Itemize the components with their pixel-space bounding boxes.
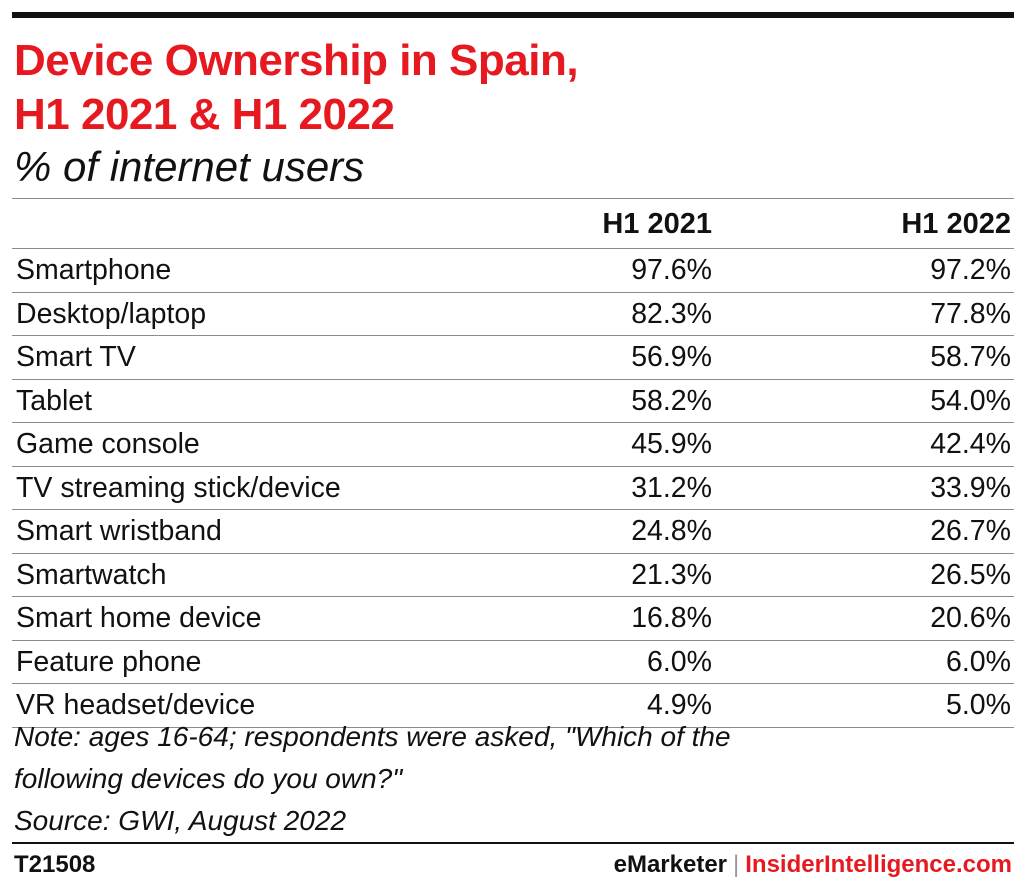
table-header-row: H1 2021 H1 2022 — [12, 198, 1014, 249]
value-h1-2021: 56.9% — [631, 341, 712, 373]
header-h1-2022: H1 2022 — [901, 208, 1011, 240]
value-h1-2022: 54.0% — [930, 384, 1011, 417]
row-label: Game console — [16, 428, 200, 460]
table-row: VR headset/device 4.9% 5.0% — [12, 684, 1014, 728]
data-table: H1 2021 H1 2022 Smartphone 97.6% 97.2% Desk… — [12, 198, 1014, 728]
note-line-2: following devices do you own?" — [14, 763, 403, 794]
value-h1-2022: 26.5% — [930, 558, 1011, 591]
value-h1-2021: 24.8% — [631, 515, 712, 547]
value-h1-2021: 21.3% — [631, 558, 712, 591]
chart-title: Device Ownership in Spain, H1 2021 & H1 … — [14, 34, 579, 142]
value-h1-2021: 31.2% — [631, 471, 712, 504]
value-h1-2022: 77.8% — [930, 297, 1011, 330]
table-row: Feature phone 6.0% 6.0% — [12, 641, 1014, 684]
chart-note: Note: ages 16-64; respondents were asked… — [14, 716, 731, 842]
brand-insiderintelligence: InsiderIntelligence.com — [745, 851, 1012, 878]
row-label: Smartwatch — [16, 558, 167, 591]
row-label: Smart TV — [16, 341, 136, 373]
chart-subtitle: % of internet users — [14, 143, 365, 190]
value-h1-2022: 58.7% — [930, 341, 1011, 373]
value-h1-2022: 6.0% — [946, 645, 1011, 678]
brand-emarketer: eMarketer — [613, 851, 728, 878]
value-h1-2021: 6.0% — [647, 645, 712, 678]
value-h1-2021: 45.9% — [631, 428, 712, 460]
value-h1-2022: 26.7% — [930, 515, 1011, 547]
table-body: Smartphone 97.6% 97.2% Desktop/laptop 82.3% 7… — [12, 249, 1014, 728]
value-h1-2022: 42.4% — [930, 428, 1011, 460]
table-row: Desktop/laptop 82.3% 77.8% — [12, 293, 1014, 336]
table-row: TV streaming stick/device 31.2% 33.9% — [12, 467, 1014, 510]
value-h1-2022: 5.0% — [946, 689, 1011, 721]
value-h1-2022: 20.6% — [930, 602, 1011, 634]
row-label: Smartphone — [16, 254, 172, 286]
source-line: Source: GWI, August 2022 — [14, 805, 347, 836]
value-h1-2021: 16.8% — [631, 602, 712, 634]
value-h1-2021: 97.6% — [631, 254, 712, 286]
title-line-2: H1 2021 & H1 2022 — [14, 90, 395, 139]
table-row: Smart wristband 24.8% 26.7% — [12, 510, 1014, 554]
bottom-rule — [12, 842, 1014, 844]
row-label: Smart home device — [16, 602, 262, 634]
footer-brand: eMarketer | InsiderIntelligence.com — [614, 850, 1012, 880]
row-label: Desktop/laptop — [16, 297, 207, 330]
brand-separator: | — [733, 851, 740, 878]
row-label: Smart wristband — [16, 515, 222, 547]
row-label: TV streaming stick/device — [16, 471, 341, 504]
top-rule — [12, 12, 1014, 18]
header-h1-2021: H1 2021 — [602, 208, 712, 240]
table-row: Game console 45.9% 42.4% — [12, 423, 1014, 467]
value-h1-2021: 58.2% — [631, 384, 712, 417]
chart-id: T21508 — [14, 851, 96, 878]
value-h1-2021: 82.3% — [631, 297, 712, 330]
value-h1-2022: 33.9% — [930, 471, 1011, 504]
table-row: Smart home device 16.8% 20.6% — [12, 597, 1014, 641]
title-line-1: Device Ownership in Spain, — [14, 36, 579, 85]
table-row: Smart TV 56.9% 58.7% — [12, 336, 1014, 380]
table-row: Tablet 58.2% 54.0% — [12, 380, 1014, 423]
row-label: Tablet — [16, 384, 93, 417]
table-row: Smartphone 97.6% 97.2% — [12, 249, 1014, 293]
note-line-1: Note: ages 16-64; respondents were asked… — [14, 721, 731, 752]
row-label: VR headset/device — [16, 689, 256, 721]
value-h1-2021: 4.9% — [647, 689, 712, 721]
value-h1-2022: 97.2% — [930, 254, 1011, 286]
table-row: Smartwatch 21.3% 26.5% — [12, 554, 1014, 597]
row-label: Feature phone — [16, 645, 202, 678]
